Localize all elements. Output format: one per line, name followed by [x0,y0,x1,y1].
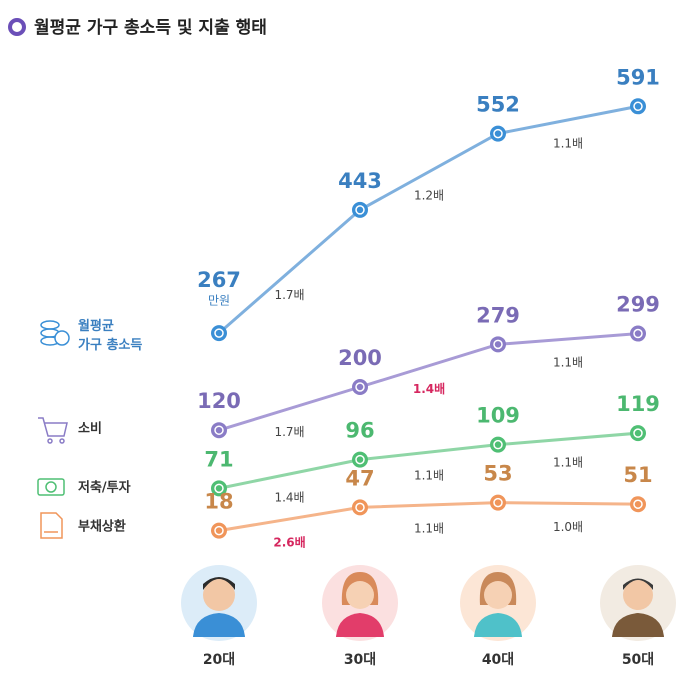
marker-inner [355,502,365,513]
ratio-label: 1.7배 [274,425,304,439]
marker-inner [633,328,643,339]
legend-label: 소비 [78,422,102,437]
consumption-icon [38,417,68,444]
avatars [181,565,676,641]
marker-inner [214,483,224,494]
value-label: 591 [616,65,660,89]
marker-inner [214,328,224,338]
value-label: 200 [338,346,382,370]
marker-inner [493,128,503,139]
debt-icon [40,512,63,539]
marker-inner [214,525,224,536]
ratio-label: 1.1배 [553,455,583,469]
value-label: 47 [345,466,374,490]
ratio-label: 1.1배 [414,469,444,483]
marker-inner [214,425,224,435]
x-tick-label: 40대 [482,652,514,668]
value-label: 71 [204,447,233,471]
marker [490,494,506,511]
legend-label: 월평균 가구 총소득 [78,318,142,353]
x-tick-label: 30대 [344,652,376,668]
value-label: 53 [483,462,512,486]
x-tick-label: 50대 [622,652,654,668]
value-label: 299 [616,293,660,317]
marker [490,436,506,453]
marker-inner [633,101,643,112]
marker [490,336,506,353]
legend-label: 저축/투자 [78,480,131,496]
marker [211,325,227,342]
income-icon [40,320,70,346]
ratio-label: 1.0배 [553,520,583,534]
value-label: 279 [476,303,520,327]
value-label: 51 [623,463,652,487]
title-icon [8,18,26,36]
series-line [218,104,639,335]
marker [630,425,646,442]
ratio-label: 1.1배 [553,355,583,369]
ratio-label: 2.6배 [273,535,305,550]
ratio-label: 1.7배 [274,288,304,302]
value-label: 96 [345,419,374,443]
marker [352,451,368,468]
marker-inner [355,205,365,215]
marker [352,379,368,395]
marker-inner [355,454,365,465]
legend-label: 부채상환 [78,519,126,535]
marker [211,422,227,439]
marker [630,496,646,513]
ratio-label: 1.4배 [274,490,304,504]
marker-inner [493,339,503,350]
x-tick-label: 20대 [203,652,235,668]
savings-icon [37,478,65,496]
marker-inner [355,382,365,392]
series-line [218,332,639,432]
marker-inner [633,499,643,509]
marker [630,98,646,115]
ratio-label: 1.1배 [414,522,444,536]
series-line [218,431,639,490]
chart-title: 월평균 가구 총소득 및 지출 행태 [34,18,267,38]
ratio-label: 1.1배 [553,136,583,150]
ratio-label: 1.2배 [414,188,444,202]
series-line [218,501,639,533]
value-label: 552 [476,93,520,117]
marker-inner [633,428,643,438]
marker [490,125,506,142]
value-label: 18 [204,490,233,514]
unit-label: 만원 [208,294,230,308]
marker [352,201,368,218]
value-label: 120 [197,389,241,413]
value-label: 109 [476,404,520,428]
marker [630,325,646,342]
marker-inner [493,497,503,508]
marker [352,499,368,516]
marker-inner [493,439,503,450]
ratio-label: 1.4배 [413,381,445,396]
marker [211,480,227,497]
value-label: 119 [616,392,660,416]
marker [211,522,227,539]
value-label: 443 [338,169,382,193]
value-label: 267 [197,268,241,292]
